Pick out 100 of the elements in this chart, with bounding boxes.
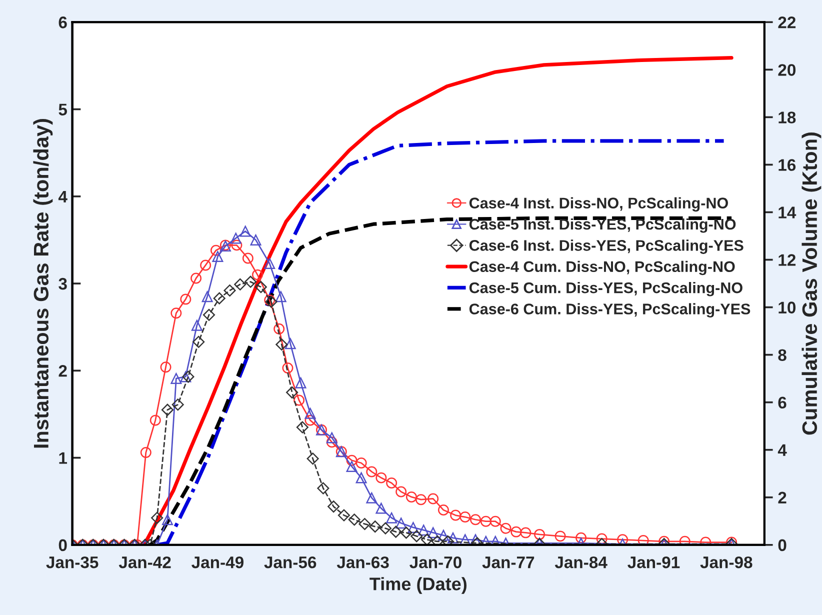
point — [182, 370, 194, 383]
point — [490, 516, 501, 527]
point — [576, 532, 587, 544]
point — [396, 518, 407, 529]
point — [366, 466, 378, 478]
point — [348, 514, 360, 526]
point — [358, 518, 371, 530]
point — [191, 320, 202, 331]
point — [296, 421, 308, 434]
point — [180, 294, 192, 305]
point — [328, 500, 340, 513]
point — [244, 276, 257, 288]
y2-tick-label: 16 — [778, 159, 796, 171]
y-tick-label: 3 — [58, 278, 67, 290]
point — [212, 251, 224, 262]
legend-label: Case-5 Inst. Diss-YES, PcScaling-NO — [469, 218, 736, 233]
point — [231, 240, 242, 251]
y2-tick-label: 8 — [778, 349, 786, 361]
y-tick-label: 6 — [58, 16, 67, 28]
point — [150, 414, 161, 426]
point — [192, 336, 205, 348]
point — [638, 535, 649, 545]
point — [250, 234, 262, 246]
y2-tick-label: 4 — [778, 444, 787, 456]
point — [520, 527, 532, 538]
point — [264, 258, 276, 269]
point — [406, 491, 417, 502]
point — [450, 510, 462, 521]
y2-tick-label: 6 — [778, 396, 786, 409]
point — [390, 526, 402, 538]
point — [326, 436, 338, 448]
point — [224, 284, 236, 297]
point — [431, 535, 444, 545]
point — [284, 338, 296, 350]
point — [596, 533, 608, 544]
point — [170, 372, 182, 384]
point — [306, 452, 319, 465]
x-tick-label: Jan-84 — [554, 556, 608, 568]
point — [151, 512, 164, 524]
x-tick-label: Jan-42 — [118, 556, 171, 568]
point — [376, 502, 387, 514]
point — [162, 514, 173, 526]
point — [369, 520, 382, 533]
point — [202, 308, 216, 321]
y2-axis-title: Cumulative Gas Volume (Kton) — [802, 132, 822, 435]
point — [408, 522, 419, 533]
point — [379, 522, 392, 534]
x-tick-label: Jan-35 — [46, 556, 98, 568]
point — [338, 509, 350, 522]
point — [510, 526, 522, 538]
point — [679, 536, 690, 545]
y2-tick-label: 14 — [778, 206, 796, 218]
y2-tick-label: 12 — [778, 254, 796, 266]
point — [202, 291, 213, 302]
legend-label: Case-6 Inst. Diss-YES, PcScaling-YES — [469, 240, 744, 254]
point — [460, 512, 471, 522]
point — [242, 252, 254, 264]
point — [234, 278, 246, 290]
y2-tick-label: 10 — [778, 302, 796, 314]
y2-tick-label: 20 — [778, 64, 796, 76]
x-tick-label: Jan-63 — [336, 556, 389, 568]
point — [442, 535, 454, 545]
point — [274, 323, 285, 334]
x-tick-label: Jan-49 — [192, 556, 244, 568]
point — [554, 530, 566, 542]
legend-label: Case-6 Cum. Diss-YES, PcScaling-YES — [469, 303, 750, 318]
x-tick-label: Jan-77 — [482, 556, 534, 568]
y2-tick-label: 0 — [778, 539, 786, 552]
y-tick-label: 2 — [58, 365, 67, 377]
y-tick-label: 5 — [58, 104, 68, 116]
point — [230, 232, 242, 244]
point — [410, 530, 423, 542]
legend-label: Case-4 Cum. Diss-NO, PcScaling-NO — [469, 260, 735, 276]
point — [190, 272, 202, 284]
point — [180, 371, 192, 382]
point — [356, 472, 367, 484]
point — [213, 292, 226, 304]
point — [252, 269, 263, 280]
point — [317, 482, 330, 494]
point — [326, 432, 338, 444]
y-tick-label: 1 — [59, 452, 68, 464]
point — [346, 460, 358, 472]
point — [295, 377, 306, 388]
point — [200, 260, 212, 271]
point — [304, 408, 316, 419]
point — [400, 526, 412, 539]
y2-tick-label: 2 — [778, 492, 786, 504]
point — [160, 362, 172, 373]
point — [161, 404, 174, 416]
point — [276, 338, 288, 351]
point — [428, 527, 439, 538]
y-axis-title: Instantaneous Gas Rate (ton/day) — [33, 119, 53, 448]
point — [416, 494, 426, 506]
point — [170, 308, 182, 319]
point — [500, 522, 512, 534]
point — [438, 530, 449, 541]
x-tick-label: Jan-56 — [264, 556, 316, 568]
point — [386, 478, 398, 489]
point — [240, 226, 251, 237]
x-tick-label: Jan-91 — [628, 556, 680, 568]
